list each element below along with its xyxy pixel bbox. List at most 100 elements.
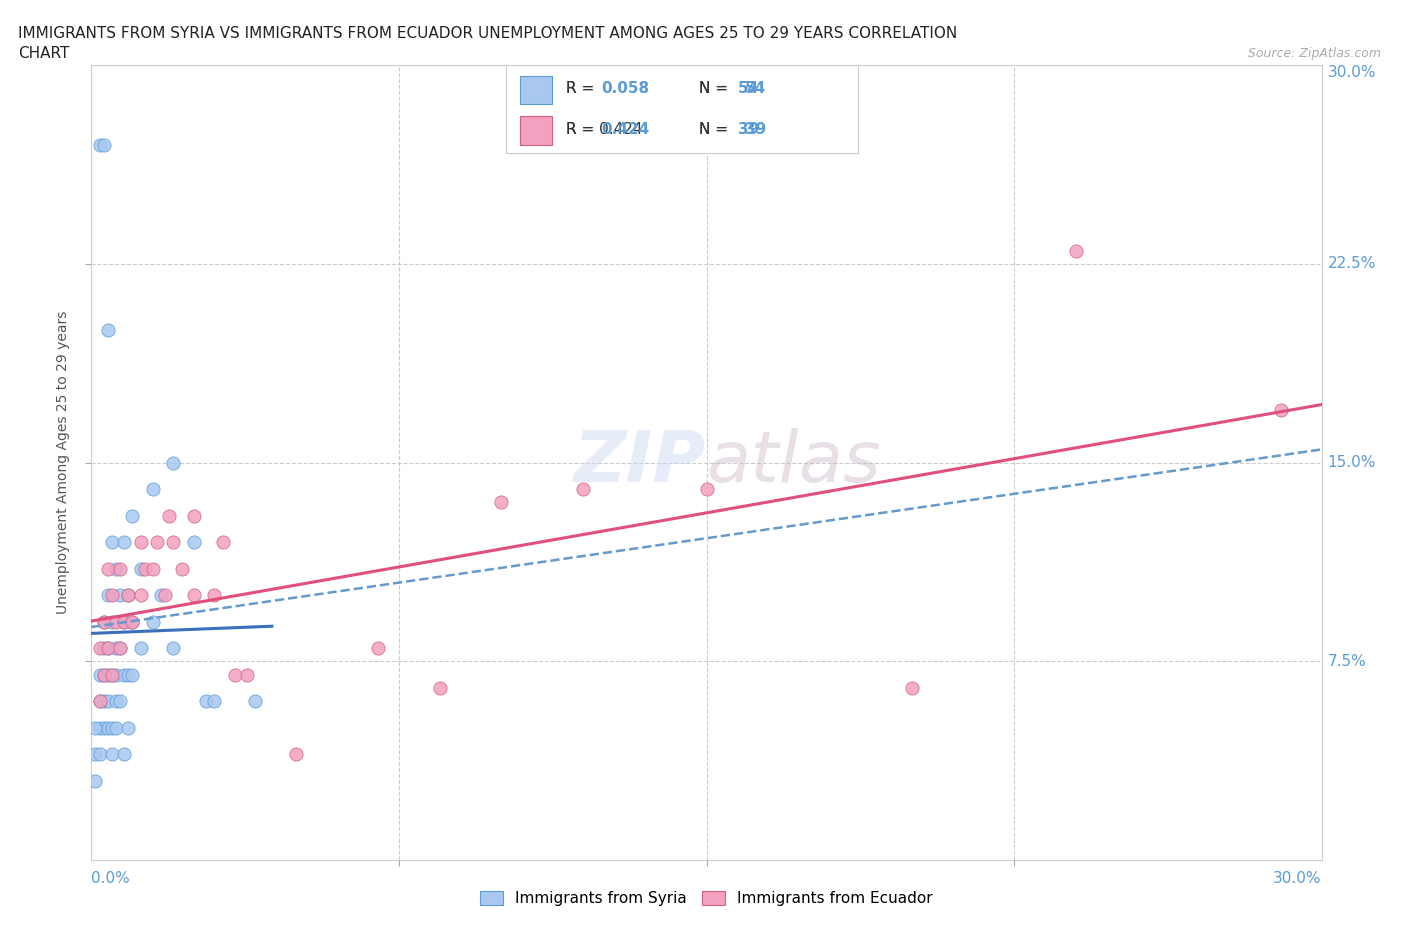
Point [224,668,246,683]
Text: 30.0%: 30.0% [1274,870,1322,885]
Point [105,668,127,683]
Point [105,614,127,629]
Point [121,668,143,683]
Point [695,482,717,497]
Point [101,668,124,683]
Text: N =: N = [700,82,734,97]
Point [245,694,267,709]
Point [93,668,115,683]
Point [162,641,184,656]
Point [93,668,115,683]
Text: 0.058: 0.058 [602,82,650,97]
Point [97,561,120,576]
Text: 7.5%: 7.5% [1327,654,1367,669]
FancyBboxPatch shape [520,75,551,104]
Text: R = 0.424: R = 0.424 [565,122,643,137]
Point [101,668,124,683]
Point [105,641,127,656]
Y-axis label: Unemployment Among Ages 25 to 29 years: Unemployment Among Ages 25 to 29 years [56,311,70,615]
Text: N =: N = [700,122,734,137]
Point [183,508,205,523]
Point [142,561,165,576]
Point [105,694,127,709]
Point [153,588,177,603]
Point [89,694,111,709]
Text: ZIP: ZIP [574,428,706,498]
Point [105,720,127,735]
Point [97,641,120,656]
Point [97,641,120,656]
Point [112,747,135,762]
Point [134,561,156,576]
Text: Source: ZipAtlas.com: Source: ZipAtlas.com [1247,46,1381,60]
Point [101,747,124,762]
Text: CHART: CHART [18,46,70,61]
Point [183,588,205,603]
Point [491,495,513,510]
Point [108,694,131,709]
Point [89,641,111,656]
Point [101,535,124,550]
Point [162,456,184,471]
Point [117,588,139,603]
Point [93,137,115,152]
Point [195,694,218,709]
Point [236,668,259,683]
Point [112,535,135,550]
Point [93,694,115,709]
Text: 0.424: 0.424 [602,122,650,137]
Point [105,561,127,576]
Text: 0.0%: 0.0% [91,870,131,885]
Point [1064,243,1087,258]
Point [211,535,233,550]
Point [129,641,152,656]
Point [117,668,139,683]
Text: atlas: atlas [706,428,882,498]
Point [93,614,115,629]
Point [170,561,193,576]
Point [146,535,169,550]
Point [121,614,143,629]
Point [108,561,131,576]
Point [97,720,120,735]
Point [150,588,173,603]
Point [121,508,143,523]
Point [84,774,107,789]
Point [89,668,111,683]
Text: N =: N = [700,82,734,97]
Point [121,614,143,629]
Text: N =: N = [700,122,734,137]
Point [97,323,120,338]
Point [202,588,225,603]
Point [93,720,115,735]
Point [142,482,165,497]
Point [202,694,225,709]
Point [117,588,139,603]
Text: R =: R = [565,122,599,137]
Text: R =: R = [565,82,599,97]
Point [108,588,131,603]
Point [89,747,111,762]
Text: 54: 54 [738,82,759,97]
Point [112,614,135,629]
Point [97,668,120,683]
Point [162,535,184,550]
Point [112,614,135,629]
Point [367,641,389,656]
Point [93,614,115,629]
Point [1270,403,1292,418]
Point [97,588,120,603]
Point [572,482,595,497]
Point [117,720,139,735]
Point [84,720,107,735]
Point [900,681,922,696]
Point [157,508,180,523]
Text: 22.5%: 22.5% [1327,257,1376,272]
Point [89,694,111,709]
Point [429,681,451,696]
Text: 39: 39 [745,122,766,137]
Point [108,641,131,656]
Point [84,747,107,762]
Text: 39: 39 [738,122,759,137]
Point [89,720,111,735]
